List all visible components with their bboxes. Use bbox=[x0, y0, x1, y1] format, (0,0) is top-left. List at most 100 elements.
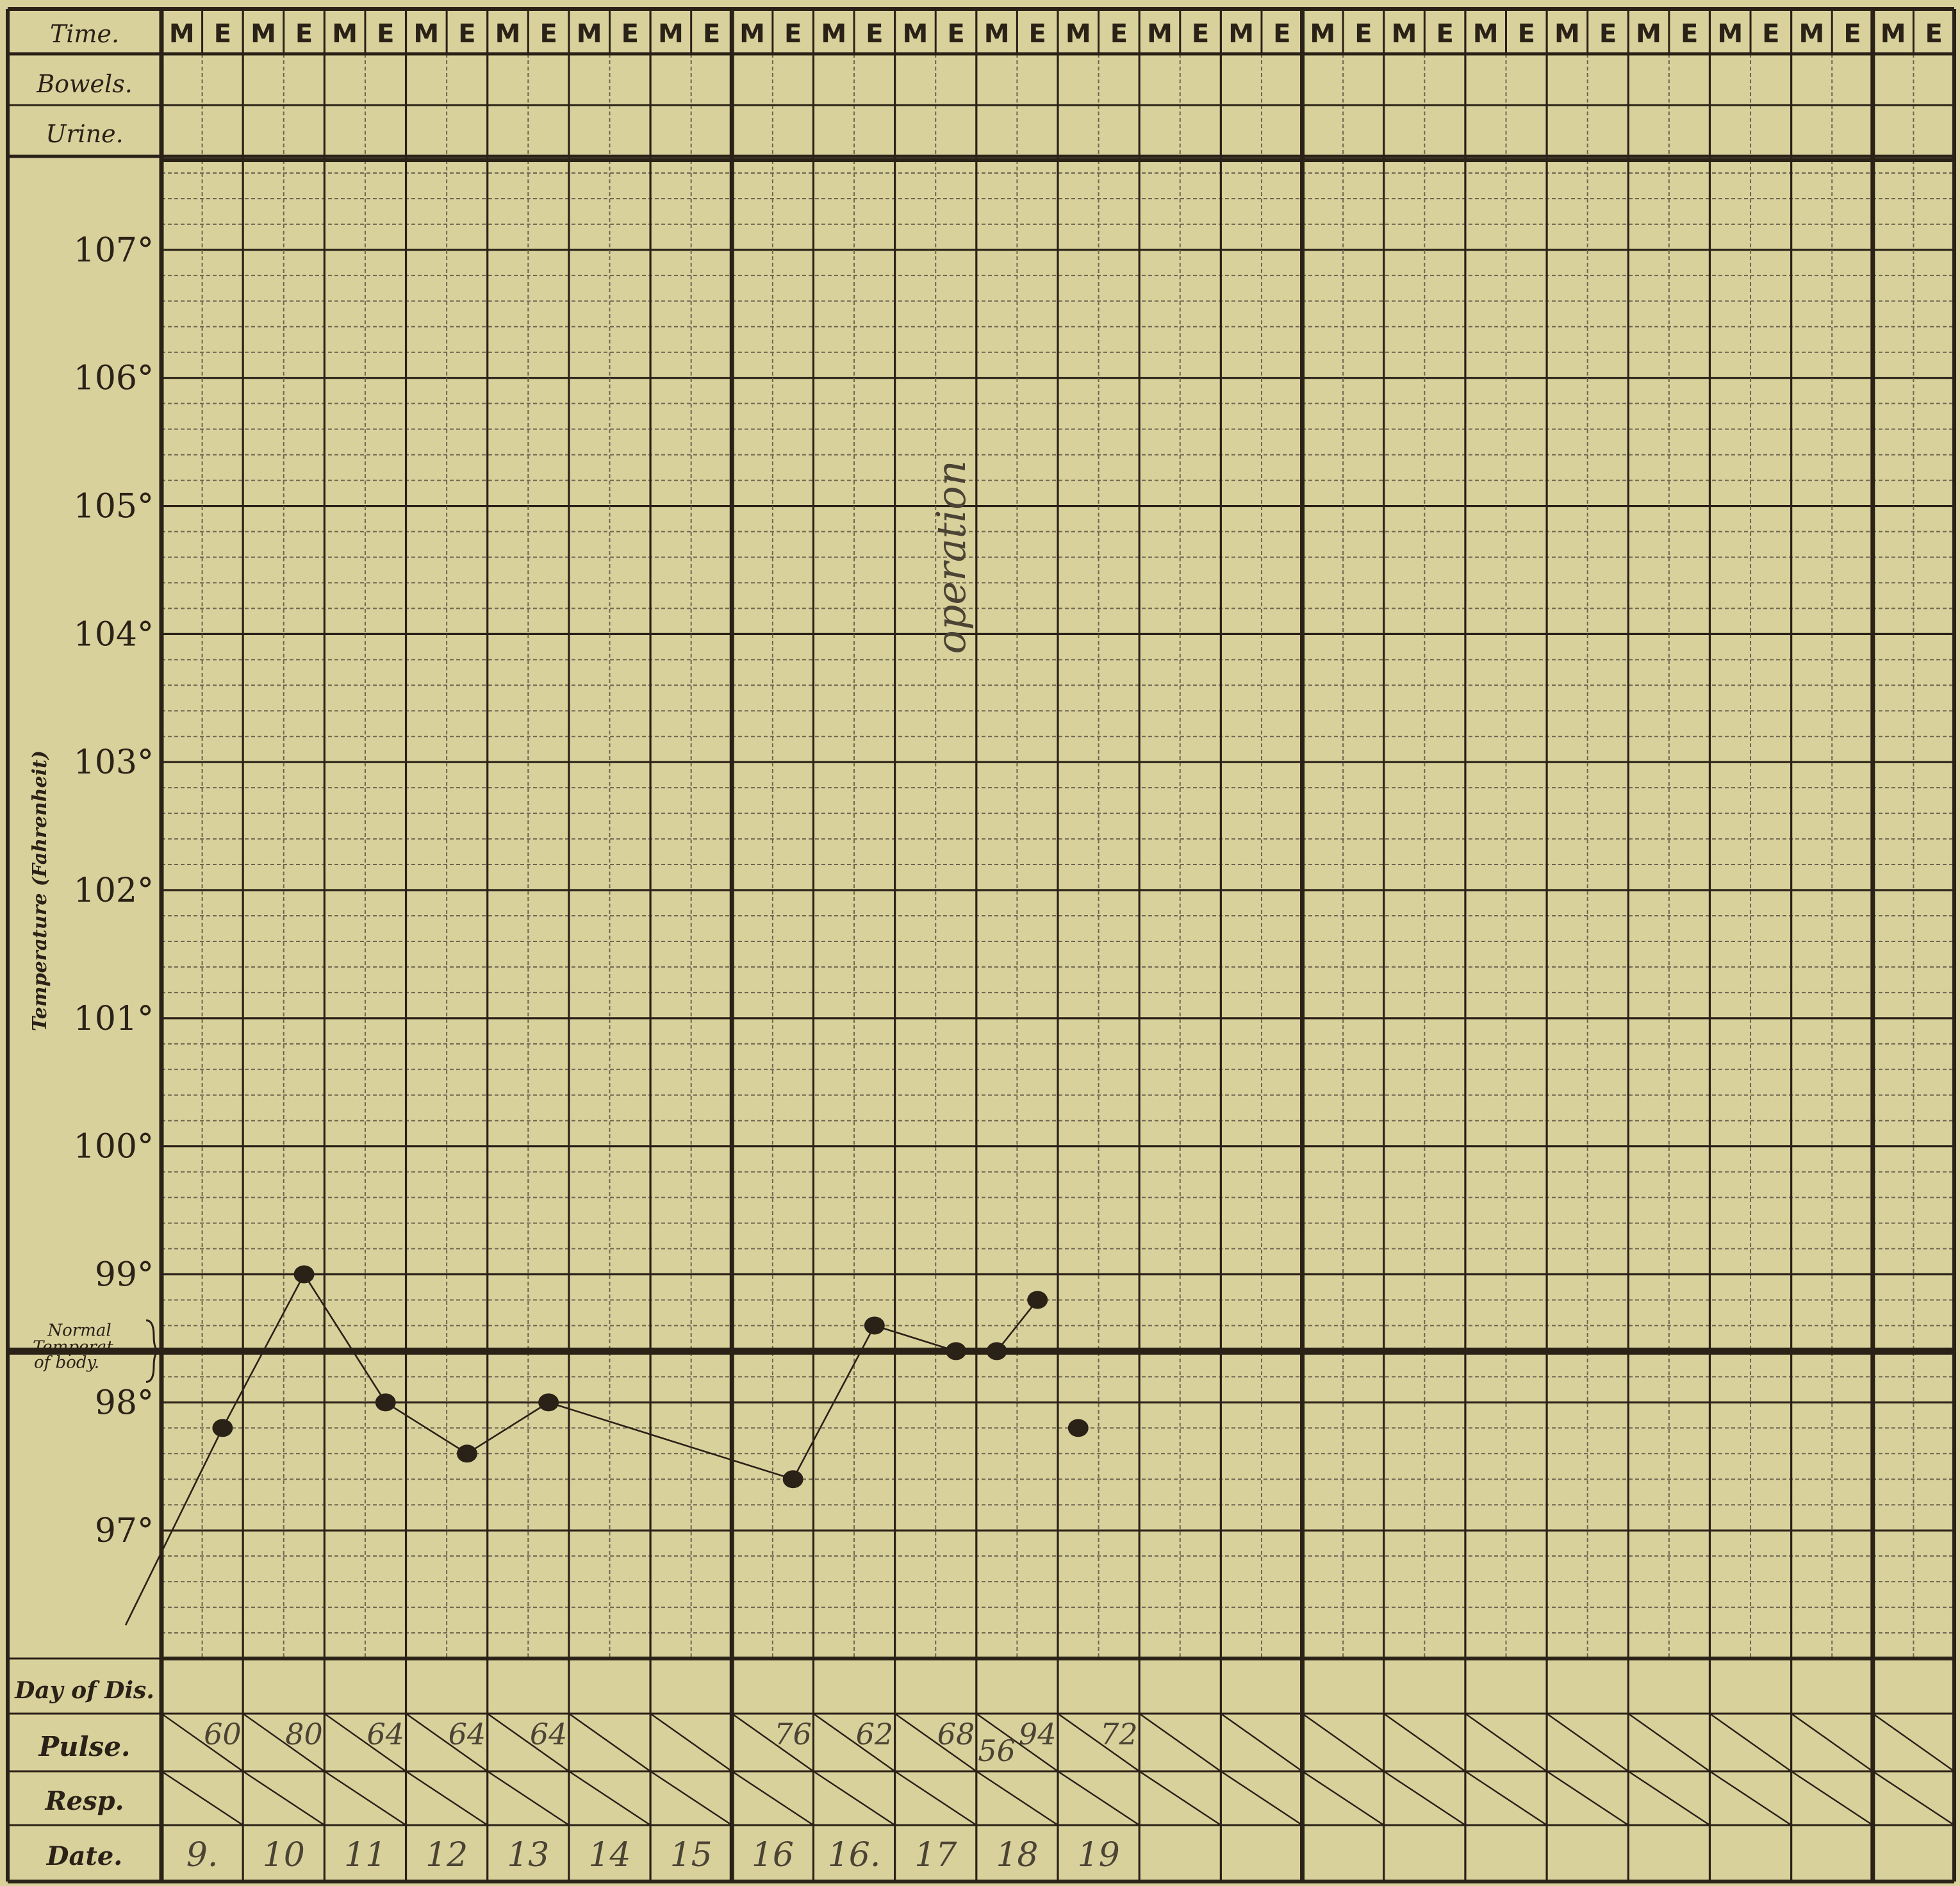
hatch-line bbox=[1383, 1713, 1466, 1772]
hatch-line bbox=[731, 1713, 814, 1772]
pulse-value: 60 bbox=[204, 1717, 242, 1751]
time-slot-letter: E bbox=[1518, 19, 1535, 49]
date-value: 17 bbox=[914, 1836, 957, 1874]
hatch-line bbox=[1790, 1770, 1874, 1826]
time-slot-letter: E bbox=[1029, 19, 1046, 49]
hatch-line bbox=[1709, 1713, 1792, 1772]
pulse-value: 80 bbox=[285, 1717, 323, 1751]
hatch-line bbox=[1139, 1770, 1222, 1826]
hatch-line bbox=[487, 1770, 570, 1826]
normal-label-line-2: Temperat. bbox=[33, 1337, 119, 1357]
time-slot-letter: E bbox=[1355, 19, 1372, 49]
time-slot-letter: E bbox=[703, 19, 720, 49]
normal-label-brace bbox=[145, 1319, 161, 1383]
time-slot-letter: E bbox=[1681, 19, 1698, 49]
time-slot-letter: E bbox=[539, 19, 557, 49]
hatch-line bbox=[650, 1770, 732, 1826]
normal-label-line-1: Normal bbox=[47, 1321, 111, 1340]
temperature-point bbox=[293, 1265, 315, 1284]
date-value: 9. bbox=[186, 1836, 218, 1874]
hatch-line bbox=[568, 1770, 651, 1826]
resp-label: Resp. bbox=[44, 1786, 124, 1816]
normal-label-line-3: of body. bbox=[34, 1353, 99, 1372]
date-value: 15 bbox=[670, 1836, 712, 1874]
time-slot-letter: M bbox=[1554, 19, 1580, 49]
temperature-point bbox=[864, 1316, 885, 1335]
time-slot-letter: E bbox=[784, 19, 802, 49]
time-slot-letter: M bbox=[495, 19, 521, 49]
time-slot-letter: M bbox=[1799, 19, 1825, 49]
time-slot-letter: M bbox=[903, 19, 928, 49]
time-slot-letter: M bbox=[821, 19, 846, 49]
hatch-line bbox=[1872, 1713, 1955, 1772]
bowels-label: Bowels. bbox=[36, 70, 133, 98]
date-value: 16. bbox=[828, 1836, 881, 1874]
date-label: Date. bbox=[46, 1841, 122, 1871]
pulse-value: 64 bbox=[366, 1717, 404, 1751]
time-slot-letter: E bbox=[622, 19, 639, 49]
temperature-series-lead-in bbox=[124, 1427, 224, 1626]
y-tick-label: 101° bbox=[74, 1000, 154, 1038]
time-slot-letter: E bbox=[1762, 19, 1779, 49]
hatch-line bbox=[731, 1770, 814, 1826]
hatch-line bbox=[812, 1770, 896, 1826]
pulse-value: 72 bbox=[1100, 1717, 1138, 1751]
pulse-resp-hatching bbox=[161, 1713, 1955, 1826]
time-slot-letter: E bbox=[866, 19, 883, 49]
hatch-line bbox=[1465, 1770, 1547, 1826]
hatch-line bbox=[1872, 1770, 1955, 1826]
time-slot-letter: E bbox=[458, 19, 475, 49]
hatch-line bbox=[324, 1713, 407, 1772]
minor-grid bbox=[161, 172, 1954, 1634]
hatch-line bbox=[405, 1770, 488, 1826]
y-tick-label: 107° bbox=[74, 231, 154, 270]
operation-annotation: operation bbox=[928, 460, 975, 654]
pulse-value: 76 bbox=[774, 1717, 812, 1751]
time-slot-letter: E bbox=[1436, 19, 1453, 49]
time-slot-letter: E bbox=[1599, 19, 1617, 49]
time-slot-letter: M bbox=[1392, 19, 1417, 49]
time-label: Time. bbox=[50, 20, 119, 48]
hatch-line bbox=[650, 1713, 732, 1772]
y-tick-label: 97° bbox=[95, 1512, 154, 1550]
date-value: 19 bbox=[1078, 1836, 1120, 1874]
time-slot-letter: M bbox=[658, 19, 684, 49]
time-slot-letter: M bbox=[1066, 19, 1091, 49]
hatch-line bbox=[894, 1770, 977, 1826]
y-axis-title: Temperature (Fahrenheit) bbox=[29, 750, 51, 1031]
time-slot-letter: M bbox=[1473, 19, 1499, 49]
time-slot-letter: M bbox=[739, 19, 765, 49]
hatch-line bbox=[976, 1713, 1058, 1772]
pulse-value: 56 bbox=[978, 1733, 1016, 1768]
temperature-point bbox=[456, 1444, 477, 1463]
y-tick-label: 99° bbox=[95, 1256, 154, 1295]
hatch-line bbox=[976, 1770, 1058, 1826]
date-value: 14 bbox=[588, 1836, 630, 1874]
y-tick-label: 102° bbox=[74, 872, 154, 910]
hatch-line bbox=[405, 1713, 488, 1772]
y-tick-label: 100° bbox=[74, 1128, 154, 1166]
hatch-line bbox=[242, 1713, 325, 1772]
time-slot-letter: E bbox=[295, 19, 313, 49]
hatch-line bbox=[894, 1713, 977, 1772]
hatch-line bbox=[1220, 1713, 1303, 1772]
time-slot-letter: M bbox=[1636, 19, 1661, 49]
time-slot-letter: E bbox=[947, 19, 964, 49]
hatch-line bbox=[1220, 1770, 1303, 1826]
time-slot-letter: E bbox=[1192, 19, 1209, 49]
temperature-point bbox=[375, 1393, 396, 1412]
time-slot-letter: M bbox=[577, 19, 602, 49]
hatch-line bbox=[1139, 1713, 1222, 1772]
hatch-line bbox=[1383, 1770, 1466, 1826]
time-slot-letter: M bbox=[1310, 19, 1335, 49]
time-slot-letter: M bbox=[413, 19, 439, 49]
time-slot-letter: E bbox=[1273, 19, 1290, 49]
pulse-value: 64 bbox=[449, 1717, 486, 1751]
hatch-line bbox=[1057, 1713, 1140, 1772]
temperature-series-line bbox=[222, 1272, 1039, 1480]
pulse-label: Pulse. bbox=[38, 1731, 130, 1762]
temperature-point bbox=[1067, 1419, 1089, 1437]
time-slot-letter: M bbox=[1147, 19, 1173, 49]
